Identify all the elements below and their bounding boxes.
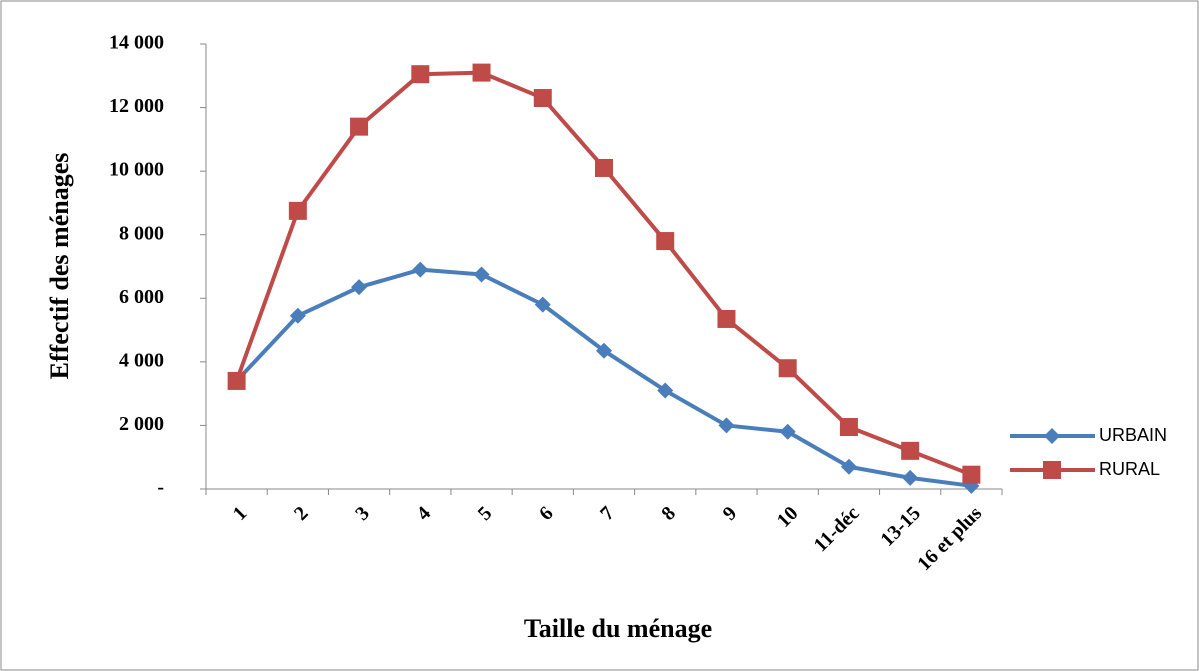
marker (779, 423, 796, 440)
marker (411, 65, 430, 84)
y-tick-label: 6 000 (119, 286, 164, 308)
marker (840, 458, 857, 475)
marker (901, 441, 920, 460)
marker (533, 89, 552, 108)
marker (657, 382, 674, 399)
marker (718, 417, 735, 434)
marker (351, 279, 368, 296)
marker (902, 469, 919, 486)
y-tick-label: 14 000 (109, 32, 164, 54)
y-axis-title: Effectif des ménages (45, 153, 74, 380)
y-tick-label: 12 000 (109, 95, 164, 117)
marker (717, 309, 736, 328)
marker (596, 342, 612, 359)
legend-label: RURAL (1099, 459, 1160, 479)
marker (472, 63, 491, 82)
marker (534, 296, 551, 313)
marker (656, 232, 675, 251)
marker (1044, 428, 1060, 444)
marker (595, 158, 613, 177)
marker (1043, 461, 1061, 479)
marker (289, 307, 306, 324)
marker (412, 261, 429, 278)
marker (288, 201, 307, 220)
marker (473, 266, 490, 283)
marker (778, 359, 797, 378)
y-tick-label: 10 000 (109, 159, 164, 181)
marker (839, 418, 858, 437)
marker (962, 465, 981, 484)
legend-label: URBAIN (1099, 425, 1167, 445)
marker (350, 117, 369, 136)
marker (227, 371, 246, 390)
y-tick-label: 4 000 (119, 349, 164, 371)
y-tick-label: 8 000 (119, 222, 164, 244)
y-tick-label: - (157, 477, 164, 499)
x-axis-title: Taille du ménage (524, 614, 712, 643)
y-tick-label: 2 000 (119, 413, 164, 435)
